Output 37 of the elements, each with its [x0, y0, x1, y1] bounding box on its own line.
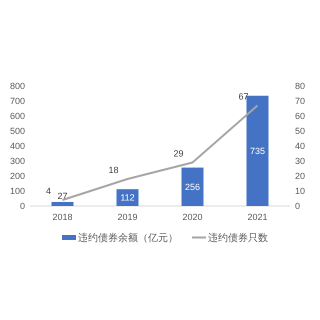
y-tick-label: 600 — [10, 111, 25, 121]
y2-tick-label: 80 — [295, 81, 306, 91]
y-tick-label: 200 — [10, 171, 25, 181]
data-label: 735 — [250, 146, 266, 156]
data-label: 4 — [46, 186, 52, 196]
data-label: 112 — [120, 192, 135, 203]
y2-tick-label: 60 — [295, 111, 306, 121]
y2-tick-label: 40 — [295, 141, 306, 151]
legend-违约债券余额（亿元）: 违约债券余额（亿元） — [62, 233, 178, 244]
x-tick-label: 2018 — [52, 212, 73, 222]
data-label: 256 — [184, 182, 200, 192]
y-tick-label: 300 — [10, 156, 25, 166]
data-label: 67 — [238, 92, 249, 102]
x-tick-label: 2021 — [247, 212, 268, 222]
data-label: 18 — [108, 165, 119, 175]
x-tick-label: 2019 — [117, 212, 138, 222]
legend-违约债券只数: 违约债券只数 — [192, 233, 268, 244]
bar — [182, 168, 204, 206]
bar — [52, 202, 74, 206]
y2-tick-label: 0 — [295, 201, 300, 211]
y-tick-label: 800 — [10, 81, 25, 91]
bar — [246, 96, 268, 206]
y-tick-label: 700 — [10, 96, 25, 106]
x-tick-label: 2020 — [182, 212, 203, 222]
y-tick-label: 100 — [10, 186, 25, 196]
y2-tick-label: 70 — [295, 96, 306, 106]
y2-tick-label: 10 — [295, 186, 306, 196]
y-tick-label: 0 — [20, 201, 25, 211]
y-tick-label: 400 — [10, 141, 25, 151]
legend-label: 违约债券只数 — [208, 232, 268, 244]
y2-tick-label: 20 — [295, 171, 306, 181]
y2-tick-label: 50 — [295, 126, 306, 136]
y2-tick-label: 30 — [295, 156, 306, 166]
data-label: 27 — [57, 190, 68, 201]
y-tick-label: 500 — [10, 126, 25, 136]
data-label: 29 — [173, 148, 184, 158]
legend-label: 违约债券余额（亿元） — [78, 232, 178, 244]
